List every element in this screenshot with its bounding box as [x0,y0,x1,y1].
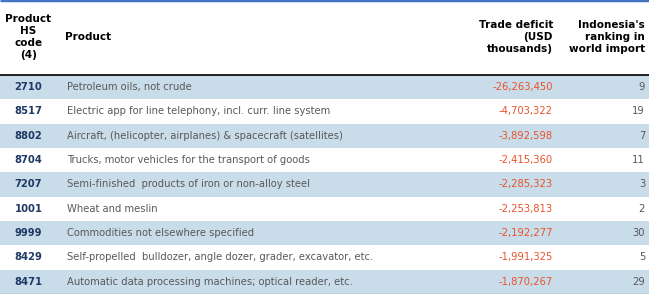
Text: 8471: 8471 [14,277,43,287]
Text: Product
HS
code
(4): Product HS code (4) [5,14,52,61]
Bar [0,75,649,99]
Text: 7207: 7207 [15,179,42,190]
Bar [0,0,649,75]
Text: 2710: 2710 [15,82,42,92]
Text: 1001: 1001 [14,204,43,214]
Bar [0,197,649,221]
Text: 11: 11 [632,155,645,165]
Text: -3,892,598: -3,892,598 [499,131,553,141]
Text: -26,263,450: -26,263,450 [493,82,553,92]
Text: -1,991,325: -1,991,325 [498,253,553,263]
Bar [0,221,649,245]
Text: -1,870,267: -1,870,267 [498,277,553,287]
Bar [0,124,649,148]
Bar [0,172,649,197]
Text: 8517: 8517 [14,106,43,116]
Bar [0,148,649,172]
Text: Automatic data processing machines; optical reader, etc.: Automatic data processing machines; opti… [67,277,352,287]
Text: -2,285,323: -2,285,323 [499,179,553,190]
Text: Product: Product [65,32,111,43]
Text: 8802: 8802 [15,131,42,141]
Text: Trade deficit
(USD
thousands): Trade deficit (USD thousands) [478,21,553,54]
Text: -2,253,813: -2,253,813 [499,204,553,214]
Text: 30: 30 [633,228,645,238]
Text: 2: 2 [639,204,645,214]
Text: 9999: 9999 [15,228,42,238]
Bar [0,245,649,270]
Text: Self-propelled  bulldozer, angle dozer, grader, excavator, etc.: Self-propelled bulldozer, angle dozer, g… [67,253,373,263]
Text: -2,192,277: -2,192,277 [498,228,553,238]
Text: Semi-finished  products of iron or non-alloy steel: Semi-finished products of iron or non-al… [67,179,310,190]
Bar [0,99,649,124]
Text: 9: 9 [639,82,645,92]
Text: Wheat and meslin: Wheat and meslin [67,204,158,214]
Bar [0,270,649,294]
Text: 8429: 8429 [15,253,42,263]
Text: 5: 5 [639,253,645,263]
Text: Trucks, motor vehicles for the transport of goods: Trucks, motor vehicles for the transport… [67,155,310,165]
Text: 7: 7 [639,131,645,141]
Text: -2,415,360: -2,415,360 [499,155,553,165]
Text: Petroleum oils, not crude: Petroleum oils, not crude [67,82,191,92]
Text: Electric app for line telephony, incl. curr. line system: Electric app for line telephony, incl. c… [67,106,330,116]
Text: Aircraft, (helicopter, airplanes) & spacecraft (satellites): Aircraft, (helicopter, airplanes) & spac… [67,131,343,141]
Text: 19: 19 [632,106,645,116]
Text: 3: 3 [639,179,645,190]
Text: Commodities not elsewhere specified: Commodities not elsewhere specified [67,228,254,238]
Text: -4,703,322: -4,703,322 [499,106,553,116]
Text: Indonesia's
ranking in
world import: Indonesia's ranking in world import [569,21,645,54]
Text: 8704: 8704 [15,155,42,165]
Text: 29: 29 [632,277,645,287]
